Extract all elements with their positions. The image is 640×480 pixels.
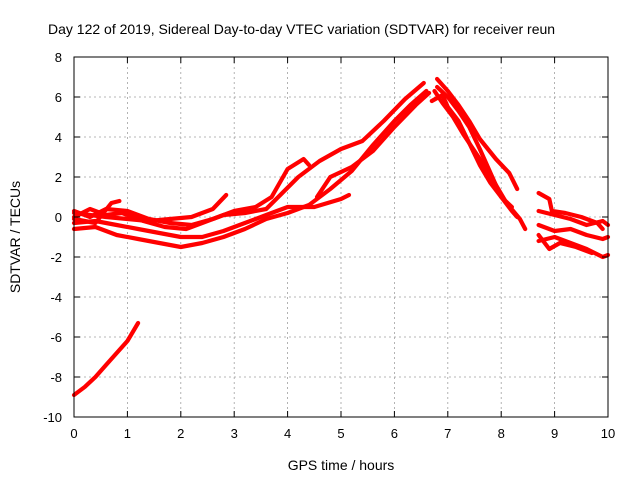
series-line-sat-k xyxy=(429,92,514,210)
series-line-sat-c xyxy=(71,80,426,232)
x-tick-label: 3 xyxy=(231,426,238,441)
y-tick-label: -6 xyxy=(50,330,62,345)
x-tick-label: 8 xyxy=(498,426,505,441)
x-tick-label: 1 xyxy=(124,426,131,441)
series-line-sat-g xyxy=(71,198,122,226)
y-tick-label: 0 xyxy=(55,210,62,225)
series-line-sat-e xyxy=(71,156,312,228)
x-tick-label: 7 xyxy=(444,426,451,441)
x-tick-label: 10 xyxy=(601,426,615,441)
y-tick-label: 2 xyxy=(55,170,62,185)
y-tick-labels: -10 -8 -6 -4 -2 0 2 4 6 8 xyxy=(43,50,62,425)
series-line-sat-o xyxy=(536,232,595,256)
x-tick-label: 9 xyxy=(551,426,558,441)
y-tick-label: 4 xyxy=(55,130,62,145)
x-axis-label: GPS time / hours xyxy=(288,457,395,473)
y-tick-label: 6 xyxy=(55,90,62,105)
x-tick-label: 0 xyxy=(70,426,77,441)
grid xyxy=(74,57,608,417)
series-line-sat-p xyxy=(536,208,611,228)
x-tick-label: 2 xyxy=(177,426,184,441)
series-line-sat-q xyxy=(71,320,141,398)
series-layer xyxy=(71,76,611,398)
x-tick-label: 5 xyxy=(337,426,344,441)
series-line-sat-f xyxy=(314,90,432,200)
y-tick-label: 8 xyxy=(55,50,62,65)
y-tick-label: -4 xyxy=(50,290,62,305)
y-tick-label: -8 xyxy=(50,370,62,385)
chart-title: Day 122 of 2019, Sidereal Day-to-day VTE… xyxy=(48,21,555,37)
y-tick-label: -10 xyxy=(43,410,62,425)
series-line-sat-h xyxy=(435,76,520,192)
x-tick-label: 4 xyxy=(284,426,291,441)
series-line-sat-b xyxy=(71,192,352,240)
x-tick-label: 6 xyxy=(391,426,398,441)
x-tick-labels: 0 1 2 3 4 5 6 7 8 9 10 xyxy=(70,426,615,441)
series-line-sat-m xyxy=(536,222,611,242)
y-tick-label: -2 xyxy=(50,250,62,265)
axis-ticks xyxy=(73,56,609,418)
series-line-sat-d xyxy=(71,88,429,250)
y-axis-label: SDTVAR / TECUs xyxy=(7,181,23,293)
